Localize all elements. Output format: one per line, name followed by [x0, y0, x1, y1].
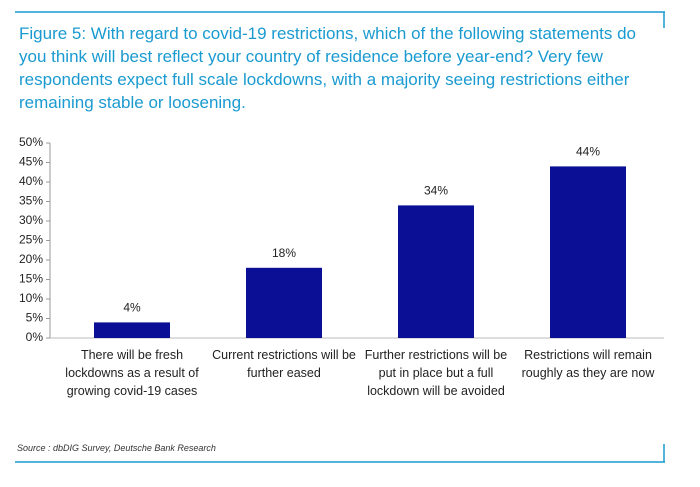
bar: [246, 267, 322, 338]
y-tick-label: 25%: [19, 233, 43, 247]
value-label: 4%: [123, 301, 141, 315]
bar: [550, 166, 626, 338]
x-tick-label: Restrictions will remain roughly as they…: [521, 348, 655, 380]
y-tick-label: 45%: [19, 155, 43, 169]
chart-title: Figure 5: With regard to covid-19 restri…: [19, 24, 637, 112]
y-tick-label: 40%: [19, 174, 43, 188]
y-tick-label: 10%: [19, 291, 43, 305]
value-label: 34%: [424, 184, 448, 198]
x-tick-label: There will be fresh lockdowns as a resul…: [65, 348, 199, 398]
y-tick-label: 35%: [19, 194, 43, 208]
y-tick-label: 50%: [19, 135, 43, 149]
value-label: 18%: [272, 246, 296, 260]
source-note: Source : dbDIG Survey, Deutsche Bank Res…: [17, 443, 216, 453]
value-label: 44%: [576, 145, 600, 159]
bar: [94, 322, 170, 338]
x-tick-label: Further restrictions will be put in plac…: [364, 348, 508, 398]
y-tick-label: 0%: [26, 330, 44, 344]
y-tick-label: 30%: [19, 213, 43, 227]
bar: [398, 205, 474, 338]
y-tick-label: 20%: [19, 252, 43, 266]
x-tick-label: Current restrictions will be further eas…: [212, 348, 356, 380]
y-tick-label: 5%: [26, 311, 44, 325]
y-tick-label: 15%: [19, 272, 43, 286]
